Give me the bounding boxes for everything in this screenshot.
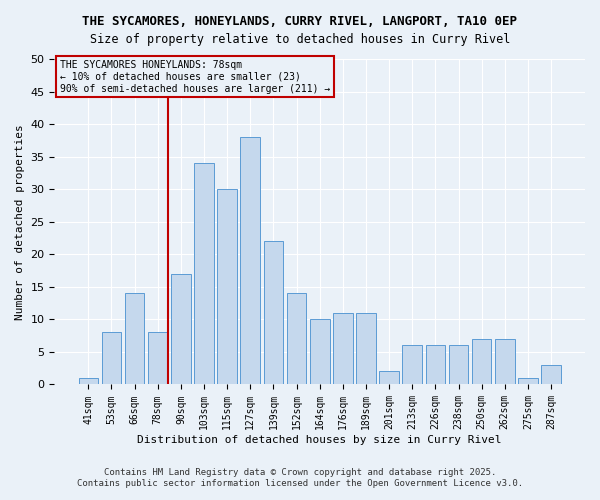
Bar	[263, 242, 283, 384]
Bar	[472, 339, 491, 384]
Bar	[241, 137, 260, 384]
Text: THE SYCAMORES, HONEYLANDS, CURRY RIVEL, LANGPORT, TA10 0EP: THE SYCAMORES, HONEYLANDS, CURRY RIVEL, …	[83, 15, 517, 28]
Text: Size of property relative to detached houses in Curry Rivel: Size of property relative to detached ho…	[90, 32, 510, 46]
Bar	[518, 378, 538, 384]
Bar	[101, 332, 121, 384]
Bar	[194, 163, 214, 384]
Y-axis label: Number of detached properties: Number of detached properties	[15, 124, 25, 320]
Bar	[495, 339, 515, 384]
Bar	[449, 346, 469, 385]
Bar	[403, 346, 422, 385]
Bar	[287, 294, 307, 384]
Text: Contains HM Land Registry data © Crown copyright and database right 2025.
Contai: Contains HM Land Registry data © Crown c…	[77, 468, 523, 487]
Bar	[379, 372, 399, 384]
Bar	[310, 320, 329, 384]
Bar	[125, 294, 145, 384]
Bar	[333, 313, 353, 384]
Bar	[425, 346, 445, 385]
X-axis label: Distribution of detached houses by size in Curry Rivel: Distribution of detached houses by size …	[137, 435, 502, 445]
Bar	[79, 378, 98, 384]
Bar	[148, 332, 167, 384]
Text: THE SYCAMORES HONEYLANDS: 78sqm
← 10% of detached houses are smaller (23)
90% of: THE SYCAMORES HONEYLANDS: 78sqm ← 10% of…	[60, 60, 330, 94]
Bar	[217, 189, 237, 384]
Bar	[541, 365, 561, 384]
Bar	[171, 274, 191, 384]
Bar	[356, 313, 376, 384]
